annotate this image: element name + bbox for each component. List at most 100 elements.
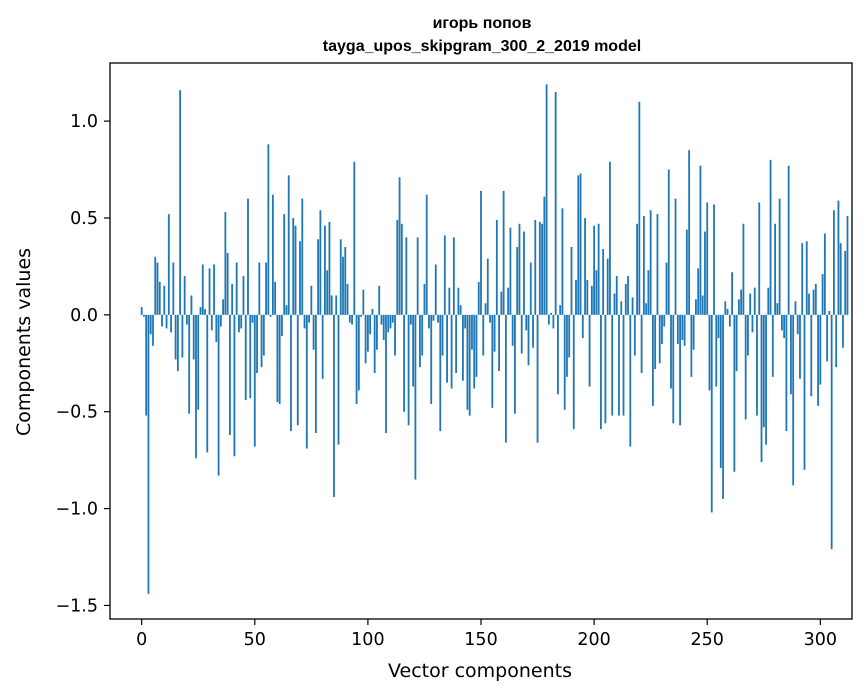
bar <box>188 314 191 414</box>
bar <box>330 295 333 315</box>
bar <box>176 314 179 372</box>
bar <box>622 314 625 416</box>
bar <box>348 314 351 323</box>
bar <box>321 314 324 379</box>
bar <box>210 314 213 331</box>
bar <box>823 233 826 315</box>
bar <box>728 314 731 327</box>
bar <box>380 314 383 325</box>
bar <box>688 150 691 315</box>
bar <box>439 314 442 432</box>
bar <box>785 314 788 432</box>
bar <box>697 268 700 315</box>
bar <box>265 262 267 315</box>
bar <box>387 314 390 333</box>
bar <box>663 314 666 327</box>
bar <box>353 161 356 315</box>
bar <box>656 214 659 315</box>
bar <box>835 314 838 368</box>
bar <box>378 285 381 315</box>
bar <box>566 314 568 377</box>
bar <box>477 281 480 315</box>
bar <box>658 314 661 364</box>
bar <box>319 210 322 315</box>
bar <box>586 279 589 315</box>
bar <box>638 101 641 315</box>
bar <box>412 314 415 387</box>
bar <box>409 314 412 325</box>
bar <box>457 287 460 315</box>
bar <box>559 305 562 315</box>
bar <box>364 314 367 364</box>
bar <box>842 314 844 348</box>
bar <box>543 196 546 315</box>
bar <box>276 314 279 403</box>
bar <box>826 314 829 362</box>
bar <box>240 314 243 329</box>
bar <box>346 283 349 315</box>
bar <box>767 287 770 315</box>
bar <box>339 239 342 315</box>
bar <box>495 219 498 315</box>
bar <box>493 314 496 352</box>
bar <box>174 314 177 360</box>
y-tick-label: 1.0 <box>70 112 98 132</box>
bar <box>455 314 458 373</box>
bar <box>636 223 638 315</box>
bar <box>627 276 629 315</box>
bar <box>830 314 833 550</box>
bar <box>762 314 765 428</box>
bar <box>783 314 786 339</box>
bar <box>695 299 697 315</box>
bar <box>217 314 220 476</box>
bar <box>414 314 417 480</box>
bar <box>532 314 534 348</box>
bar <box>507 287 510 315</box>
bar <box>602 248 605 315</box>
bar <box>253 314 256 447</box>
bar <box>305 314 308 449</box>
bar <box>366 314 369 352</box>
bar <box>369 314 372 335</box>
bar <box>355 314 358 404</box>
bar <box>502 190 505 315</box>
bar <box>244 314 247 401</box>
y-axis: −1.5 −1.0 −0.5 0.0 0.5 1.0 <box>56 112 110 616</box>
bar <box>685 229 688 315</box>
bar <box>654 314 657 370</box>
bar <box>482 314 485 356</box>
bar <box>421 314 424 356</box>
bar <box>801 243 804 315</box>
bar <box>839 243 842 315</box>
x-tick-label: 150 <box>464 630 497 650</box>
bar <box>833 210 835 315</box>
bar <box>256 314 258 373</box>
bar <box>611 314 614 416</box>
bar <box>778 198 781 315</box>
bar <box>645 303 648 315</box>
bar <box>545 84 548 315</box>
bar <box>197 314 200 410</box>
bar <box>803 314 806 470</box>
bar <box>274 281 277 315</box>
bar <box>810 314 813 397</box>
bar <box>674 198 677 315</box>
bar <box>618 314 620 416</box>
bar <box>294 225 297 315</box>
bar <box>649 210 652 315</box>
bar <box>572 314 575 430</box>
bar <box>190 295 193 315</box>
bar <box>735 314 738 372</box>
bar <box>790 314 792 395</box>
bar <box>769 159 772 315</box>
bar <box>681 314 684 341</box>
bar <box>360 314 363 317</box>
chart-subtitle: tayga_upos_skipgram_300_2_2019 model <box>323 38 641 55</box>
bar <box>219 314 222 327</box>
bar <box>183 276 186 315</box>
bar <box>362 289 365 315</box>
bar <box>342 256 344 315</box>
x-axis-label: Vector components <box>388 660 572 682</box>
bar <box>747 314 749 356</box>
bar <box>471 314 473 350</box>
